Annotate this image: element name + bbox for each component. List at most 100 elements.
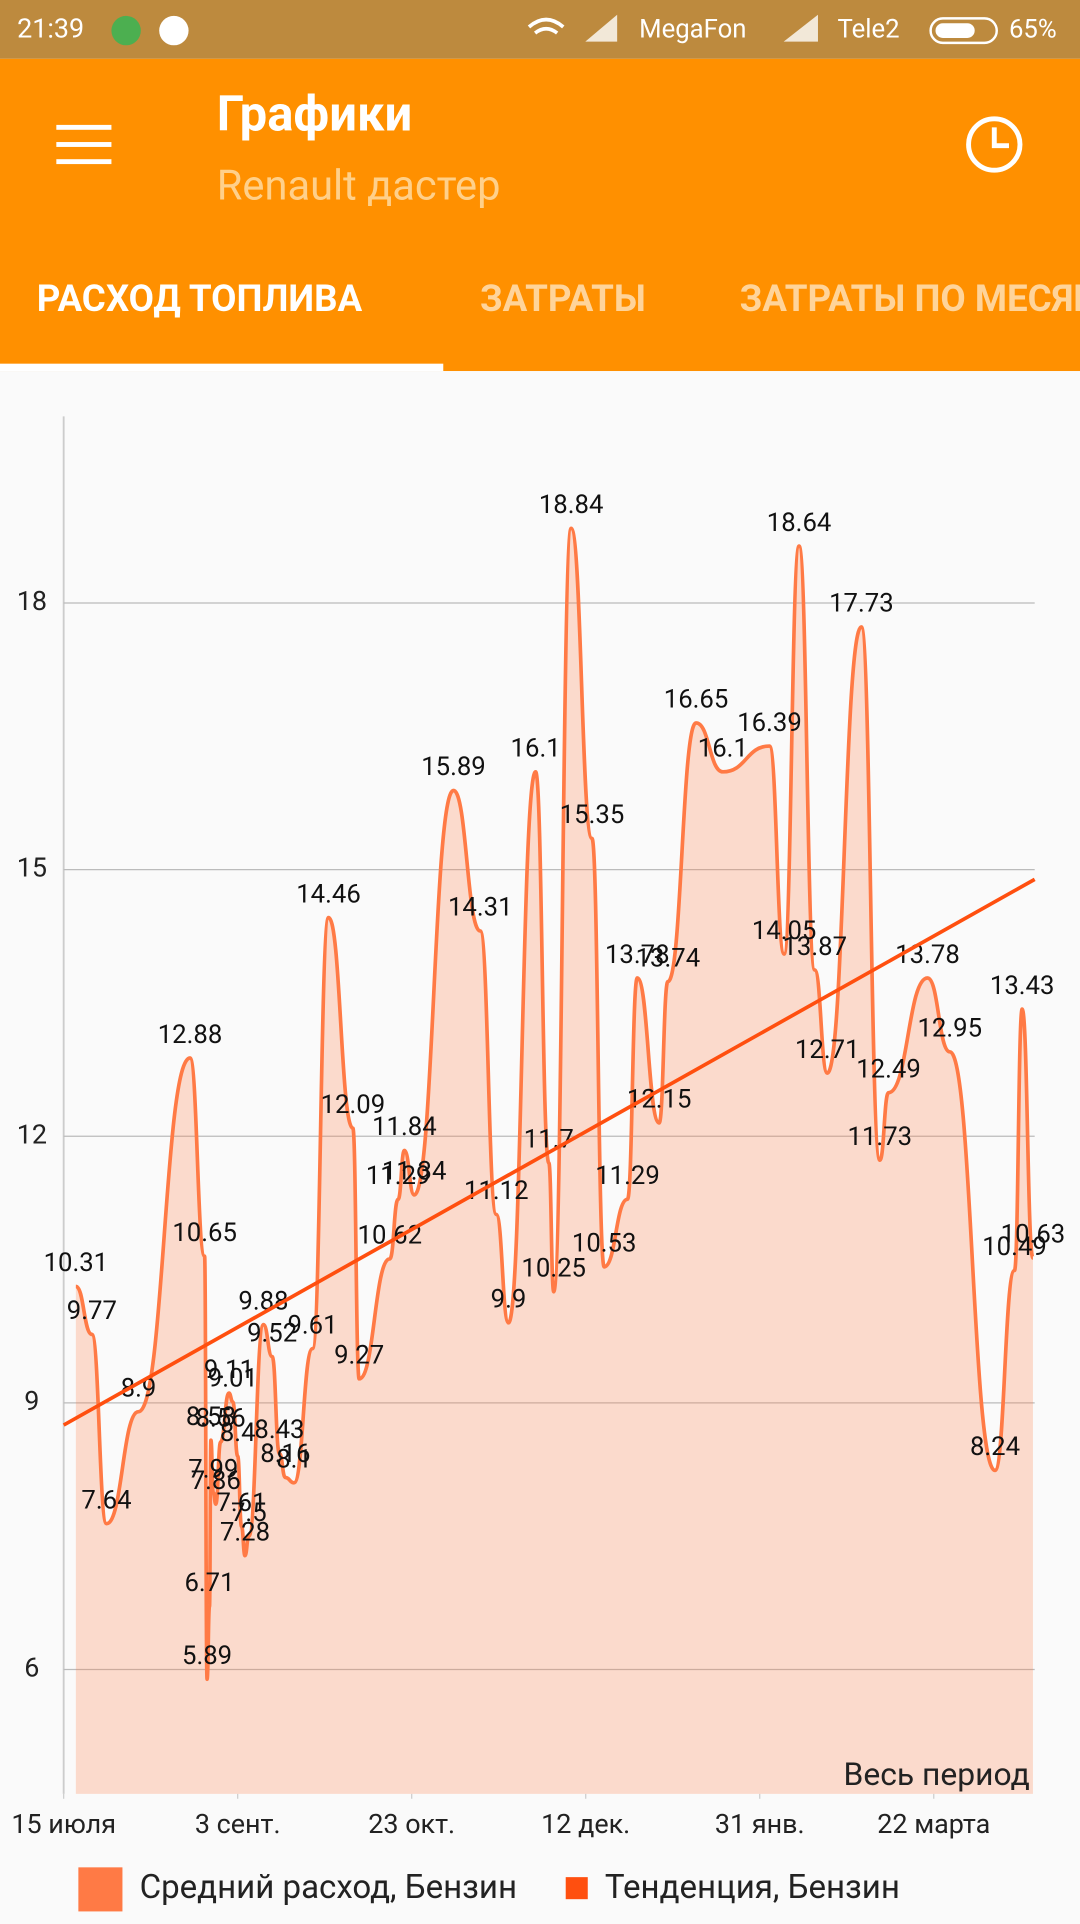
menu-bar bbox=[56, 159, 112, 165]
x-tick-label: 23 окт. bbox=[368, 1808, 455, 1840]
data-label: 14.31 bbox=[448, 893, 513, 923]
x-tick-label: 31 янв. bbox=[715, 1808, 805, 1840]
data-label: 8.16 bbox=[260, 1439, 310, 1469]
data-label: 11.7 bbox=[524, 1125, 574, 1155]
data-label: 7.5 bbox=[231, 1498, 267, 1528]
tab[interactable]: РАСХОД ТОПЛИВА bbox=[37, 277, 363, 320]
clock-icon bbox=[966, 116, 1023, 173]
legend-label: Средний расход, Бензин bbox=[140, 1868, 517, 1907]
data-label: 11.34 bbox=[382, 1157, 447, 1187]
data-label: 9.11 bbox=[204, 1355, 254, 1385]
data-label: 9.9 bbox=[491, 1285, 527, 1315]
trend-line bbox=[62, 877, 1036, 1427]
data-label: 16.65 bbox=[664, 685, 729, 715]
data-label: 7.99 bbox=[188, 1454, 238, 1484]
data-label: 16.1 bbox=[698, 734, 748, 764]
legend-swatch bbox=[565, 1877, 588, 1900]
data-label: 17.73 bbox=[829, 589, 894, 619]
data-label: 7.64 bbox=[81, 1485, 131, 1515]
data-label: 11.29 bbox=[366, 1161, 431, 1191]
data-label: 11.73 bbox=[848, 1122, 913, 1152]
data-label: 13.74 bbox=[636, 943, 701, 973]
data-label: 7.86 bbox=[191, 1466, 241, 1496]
data-label: 6.71 bbox=[184, 1568, 234, 1598]
area bbox=[75, 528, 1033, 1794]
data-label: 8.58 bbox=[186, 1402, 236, 1432]
data-label: 13.78 bbox=[605, 940, 670, 970]
chart: 6 9 12 15 18 15 июля 3 сент. 23 окт. 12 дек. 31 я… bbox=[11, 416, 1066, 1912]
data-label: 10.49 bbox=[982, 1232, 1047, 1262]
data-label: 18.64 bbox=[767, 508, 832, 538]
data-label: 16.1 bbox=[511, 734, 561, 764]
x-tick-label: 22 марта bbox=[877, 1808, 990, 1840]
data-label: 12.71 bbox=[795, 1035, 860, 1065]
tab[interactable]: ЗАТРАТЫ ПО МЕСЯЦАМ bbox=[740, 277, 1080, 320]
legend-swatch bbox=[78, 1867, 123, 1912]
tab[interactable]: ЗАТРАТЫ bbox=[480, 277, 646, 320]
data-label: 12.09 bbox=[321, 1090, 386, 1120]
y-tick-label: 6 bbox=[24, 1652, 39, 1684]
x-tick-label: 3 сент. bbox=[195, 1808, 281, 1840]
data-label: 14.05 bbox=[752, 916, 817, 946]
battery-icon bbox=[929, 17, 998, 45]
data-label: 9.61 bbox=[287, 1310, 337, 1340]
data-label: 12.88 bbox=[158, 1020, 223, 1050]
history-button[interactable] bbox=[966, 116, 1023, 173]
data-label: 13.78 bbox=[895, 940, 960, 970]
data-label: 8.24 bbox=[970, 1432, 1020, 1462]
y-tick-label: 15 bbox=[17, 852, 47, 884]
menu-bar bbox=[56, 124, 112, 130]
toolbar-title: Графики bbox=[217, 85, 413, 142]
carrier-name: Tele2 bbox=[838, 14, 900, 44]
wifi-icon bbox=[527, 17, 565, 35]
plot-area bbox=[63, 416, 1035, 1794]
notification-icon bbox=[111, 15, 141, 46]
data-label: 14.46 bbox=[296, 879, 361, 909]
status-time: 21:39 bbox=[17, 13, 84, 45]
y-tick-label: 12 bbox=[17, 1118, 47, 1150]
legend-label: Тенденция, Бензин bbox=[605, 1868, 900, 1907]
data-label: 10.53 bbox=[572, 1229, 637, 1259]
data-label: 9.52 bbox=[247, 1318, 297, 1348]
y-tick-label: 9 bbox=[24, 1385, 39, 1417]
data-label: 9.77 bbox=[67, 1296, 117, 1326]
data-label: 10.31 bbox=[44, 1248, 109, 1278]
data-label: 8.4 bbox=[220, 1418, 256, 1448]
data-label: 8.43 bbox=[254, 1415, 304, 1445]
menu-button[interactable] bbox=[56, 124, 112, 165]
data-label: 13.87 bbox=[782, 932, 847, 962]
toolbar bbox=[0, 58, 1080, 372]
clock-hands bbox=[991, 127, 1009, 149]
data-label: 11.84 bbox=[372, 1112, 437, 1142]
tab-indicator bbox=[0, 363, 444, 372]
data-label: 10.65 bbox=[172, 1218, 237, 1248]
data-label: 13.43 bbox=[990, 971, 1055, 1001]
data-label: 12.95 bbox=[917, 1014, 982, 1044]
x-tick-label: 12 дек. bbox=[541, 1808, 630, 1840]
data-label: 9.27 bbox=[334, 1341, 384, 1371]
carrier-name: MegaFon bbox=[639, 14, 746, 44]
data-label: 5.89 bbox=[182, 1641, 232, 1671]
data-label: 7.28 bbox=[220, 1517, 270, 1547]
battery-level bbox=[935, 23, 975, 38]
data-label: 16.39 bbox=[737, 708, 802, 738]
toolbar-subtitle: Renault дастер bbox=[217, 162, 501, 211]
annotation: Весь период bbox=[844, 1755, 1030, 1793]
data-label: 11.29 bbox=[595, 1161, 660, 1191]
data-label: 7.61 bbox=[216, 1488, 266, 1518]
data-label: 8.1 bbox=[276, 1445, 312, 1475]
battery-percent: 65% bbox=[1009, 14, 1057, 44]
data-label: 12.49 bbox=[856, 1054, 921, 1084]
y-tick-label: 18 bbox=[17, 585, 47, 617]
data-label: 18.84 bbox=[539, 490, 604, 520]
data-label: 10.25 bbox=[521, 1253, 586, 1283]
data-label: 10.62 bbox=[358, 1221, 423, 1251]
data-label: 15.89 bbox=[421, 752, 486, 782]
x-tick-label: 15 июля bbox=[11, 1808, 116, 1840]
data-label: 10.63 bbox=[1001, 1220, 1066, 1250]
data-label: 9.01 bbox=[208, 1364, 258, 1394]
notification-icon bbox=[159, 15, 189, 46]
data-label: 8.56 bbox=[196, 1404, 246, 1434]
data-label: 15.35 bbox=[560, 800, 625, 830]
